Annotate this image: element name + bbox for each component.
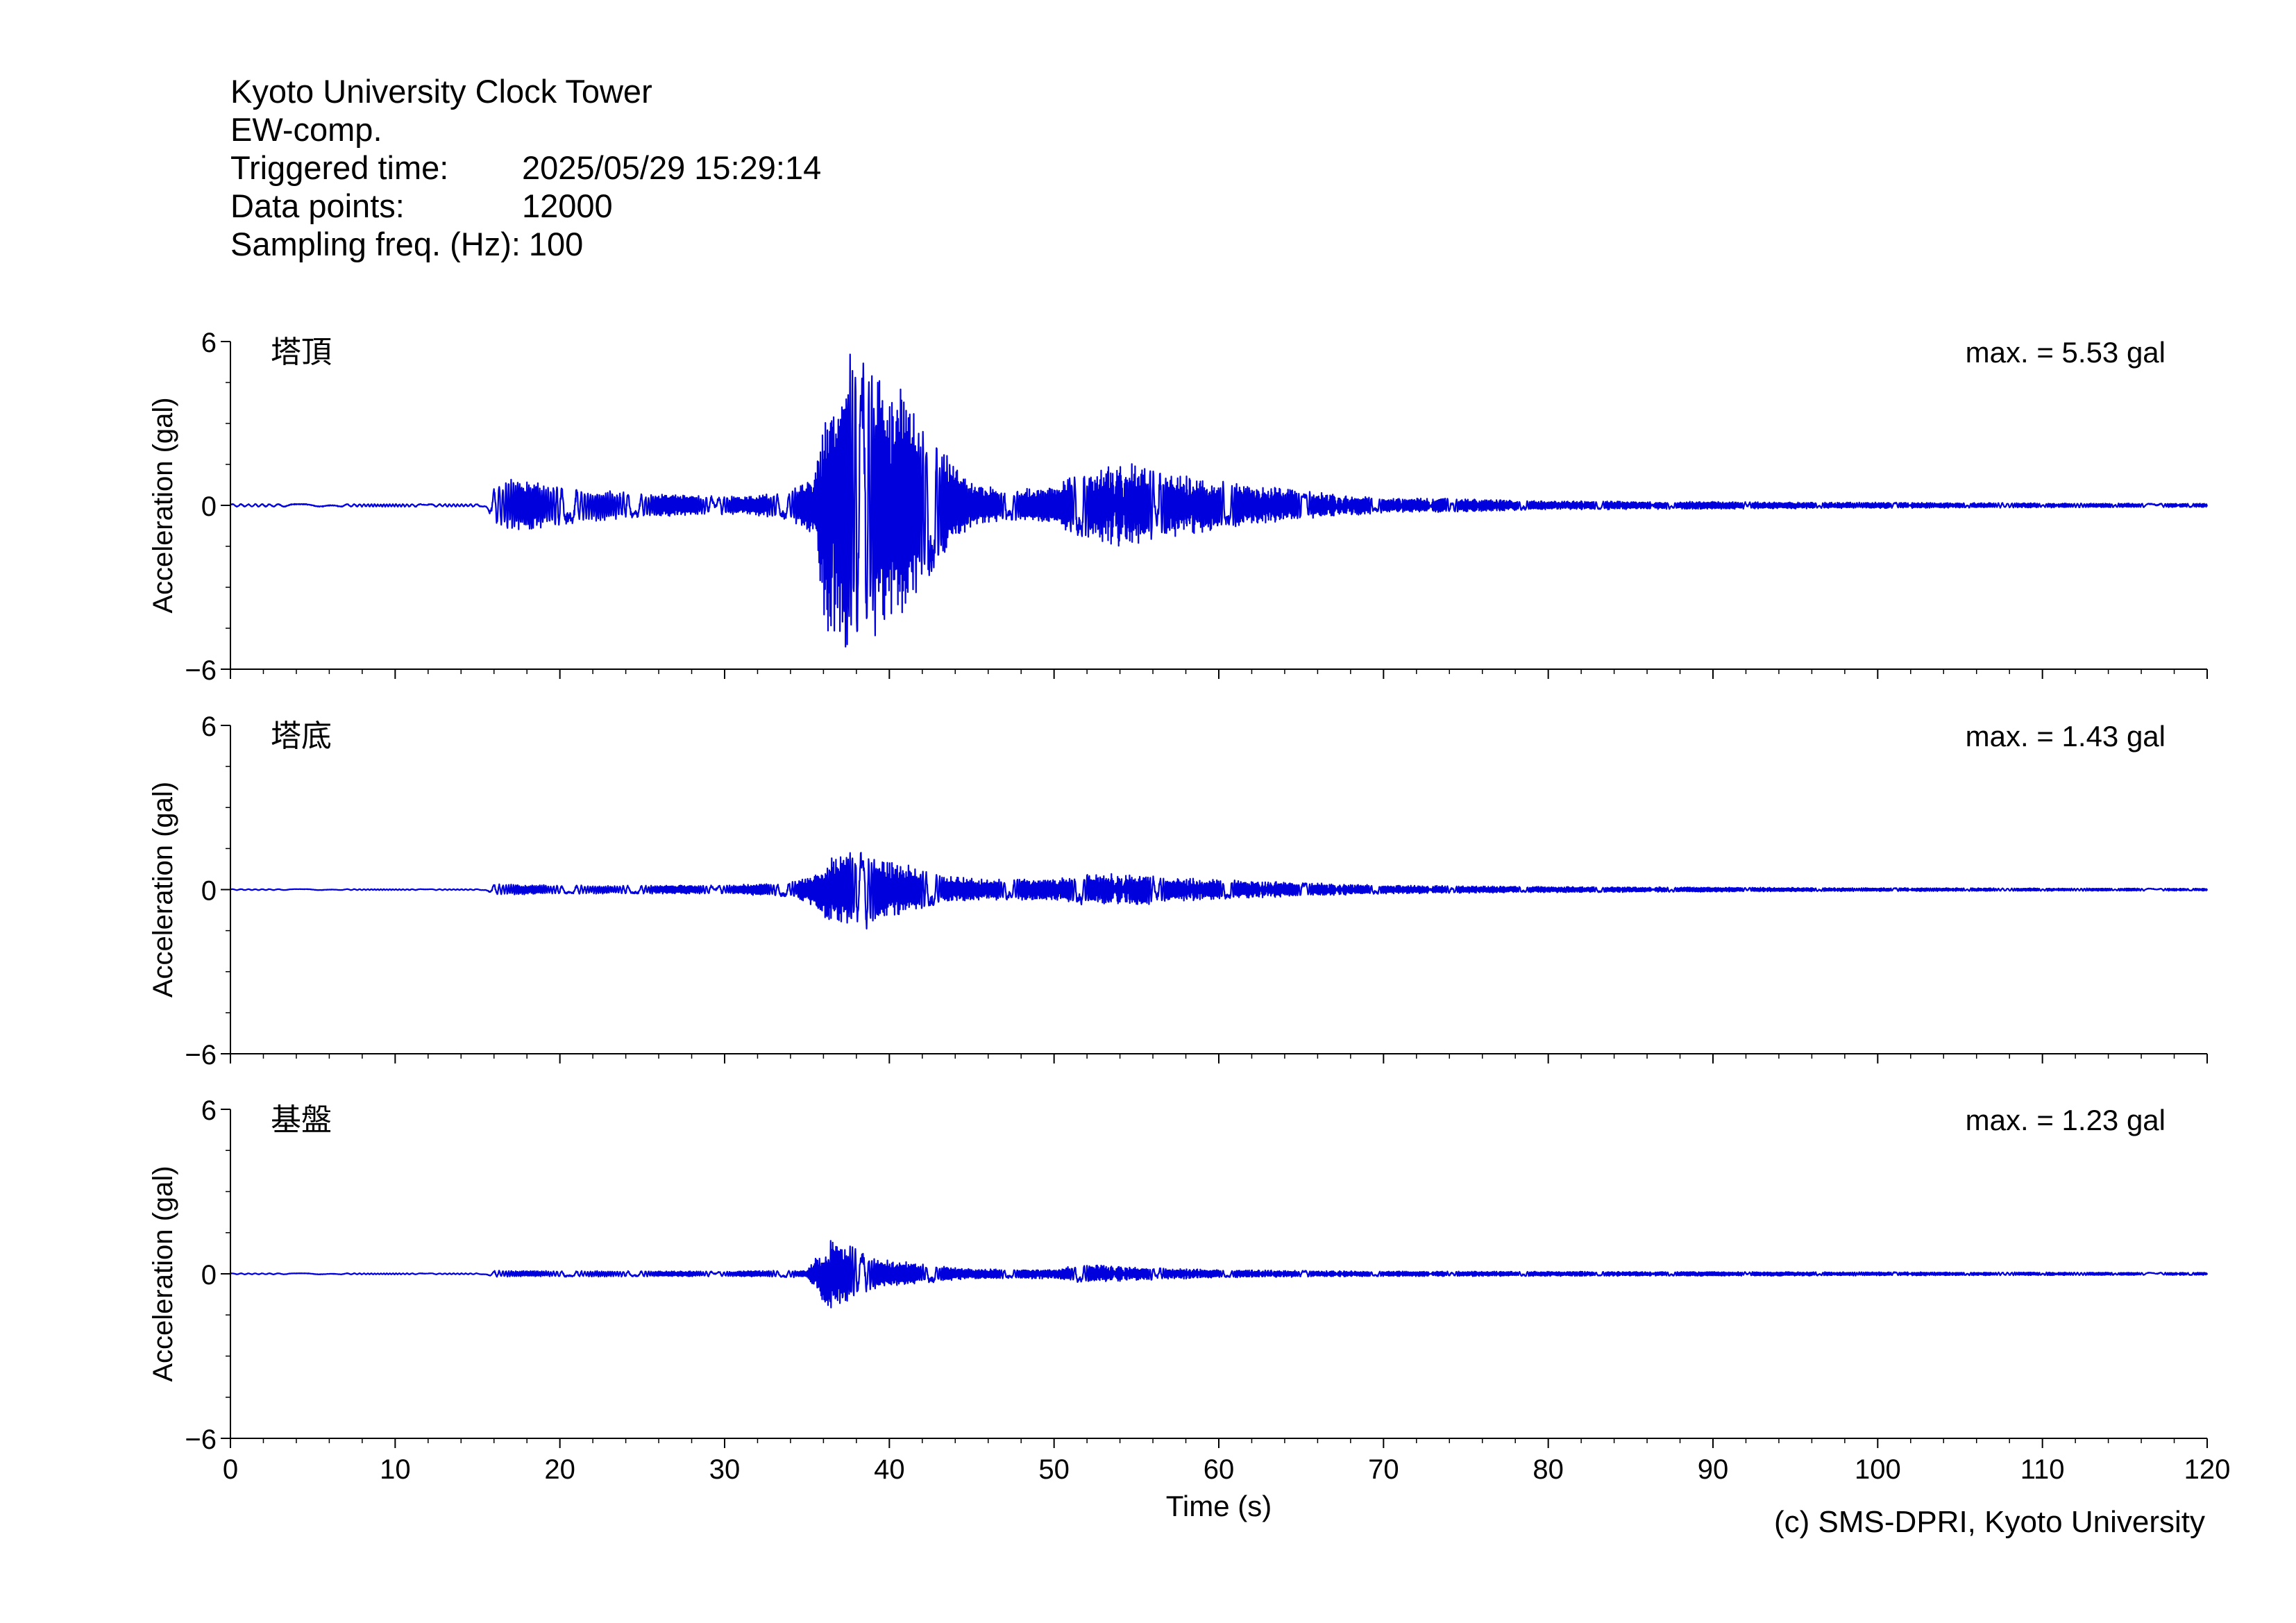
x-tick-label: 100 [1855,1454,1901,1485]
y-tick-label: −6 [185,1040,217,1070]
x-tick-label: 70 [1368,1454,1399,1485]
y-tick-label: 0 [201,491,217,522]
data-points-label: Data points: [230,187,405,224]
y-tick-label: 0 [201,1260,217,1290]
sampling-freq-value: 100 [528,226,584,262]
waveform-trace [230,353,2209,648]
x-tick-label: 40 [874,1454,905,1485]
y-tick-label: 0 [201,876,217,907]
triggered-time-value: 2025/05/29 15:29:14 [522,149,822,186]
waveform-trace [230,1240,2209,1309]
y-tick-label: 6 [201,1095,217,1126]
panel-title: 塔底 [271,719,332,753]
waveform-trace [230,852,2209,930]
max-value-label: max. = 1.43 gal [1966,720,2166,752]
x-tick-label: 110 [2020,1454,2065,1485]
x-tick-label: 0 [223,1454,238,1485]
x-tick-label: 20 [544,1454,575,1485]
y-axis-label: Acceleration (gal) [148,782,178,998]
data-points-value: 12000 [522,187,613,224]
sampling-freq-row: Sampling freq. (Hz): 100 [230,225,821,263]
panel-title: 塔頂 [271,335,332,369]
triggered-time-row: Triggered time: 2025/05/29 15:29:14 [230,149,821,187]
max-value-label: max. = 1.23 gal [1966,1104,2166,1136]
sampling-freq-label: Sampling freq. (Hz): [230,226,521,262]
y-tick-label: 6 [201,712,217,742]
y-tick-label: 6 [201,328,217,358]
data-points-row: Data points: 12000 [230,187,821,225]
x-tick-label: 90 [1698,1454,1729,1485]
panel-title: 基盤 [271,1103,332,1137]
y-tick-label: −6 [185,1424,217,1455]
x-axis-label: Time (s) [1166,1490,1272,1522]
x-tick-label: 80 [1533,1454,1564,1485]
x-tick-label: 120 [2184,1454,2231,1485]
y-axis-label: Acceleration (gal) [148,397,178,613]
x-tick-label: 50 [1038,1454,1070,1485]
station-name: Kyoto University Clock Tower [230,73,652,110]
x-tick-label: 60 [1204,1454,1235,1485]
triggered-time-label: Triggered time: [230,149,449,186]
credit-text: (c) SMS-DPRI, Kyoto University [1774,1505,2205,1539]
panel-1: −6 0 6 Acceleration (gal) 塔頂 max. = 5.53 gal [148,328,2209,686]
max-value-label: max. = 5.53 gal [1966,336,2166,369]
record-header: Kyoto University Clock Tower EW-comp. Tr… [230,72,821,263]
panel-2: −6 0 6 Acceleration (gal) 塔底 max. = 1.43 gal [148,712,2209,1070]
x-tick-label: 30 [709,1454,741,1485]
y-tick-label: −6 [185,655,217,686]
x-tick-label: 10 [380,1454,411,1485]
y-axis-label: Acceleration (gal) [148,1166,178,1381]
component-label: EW-comp. [230,111,382,148]
